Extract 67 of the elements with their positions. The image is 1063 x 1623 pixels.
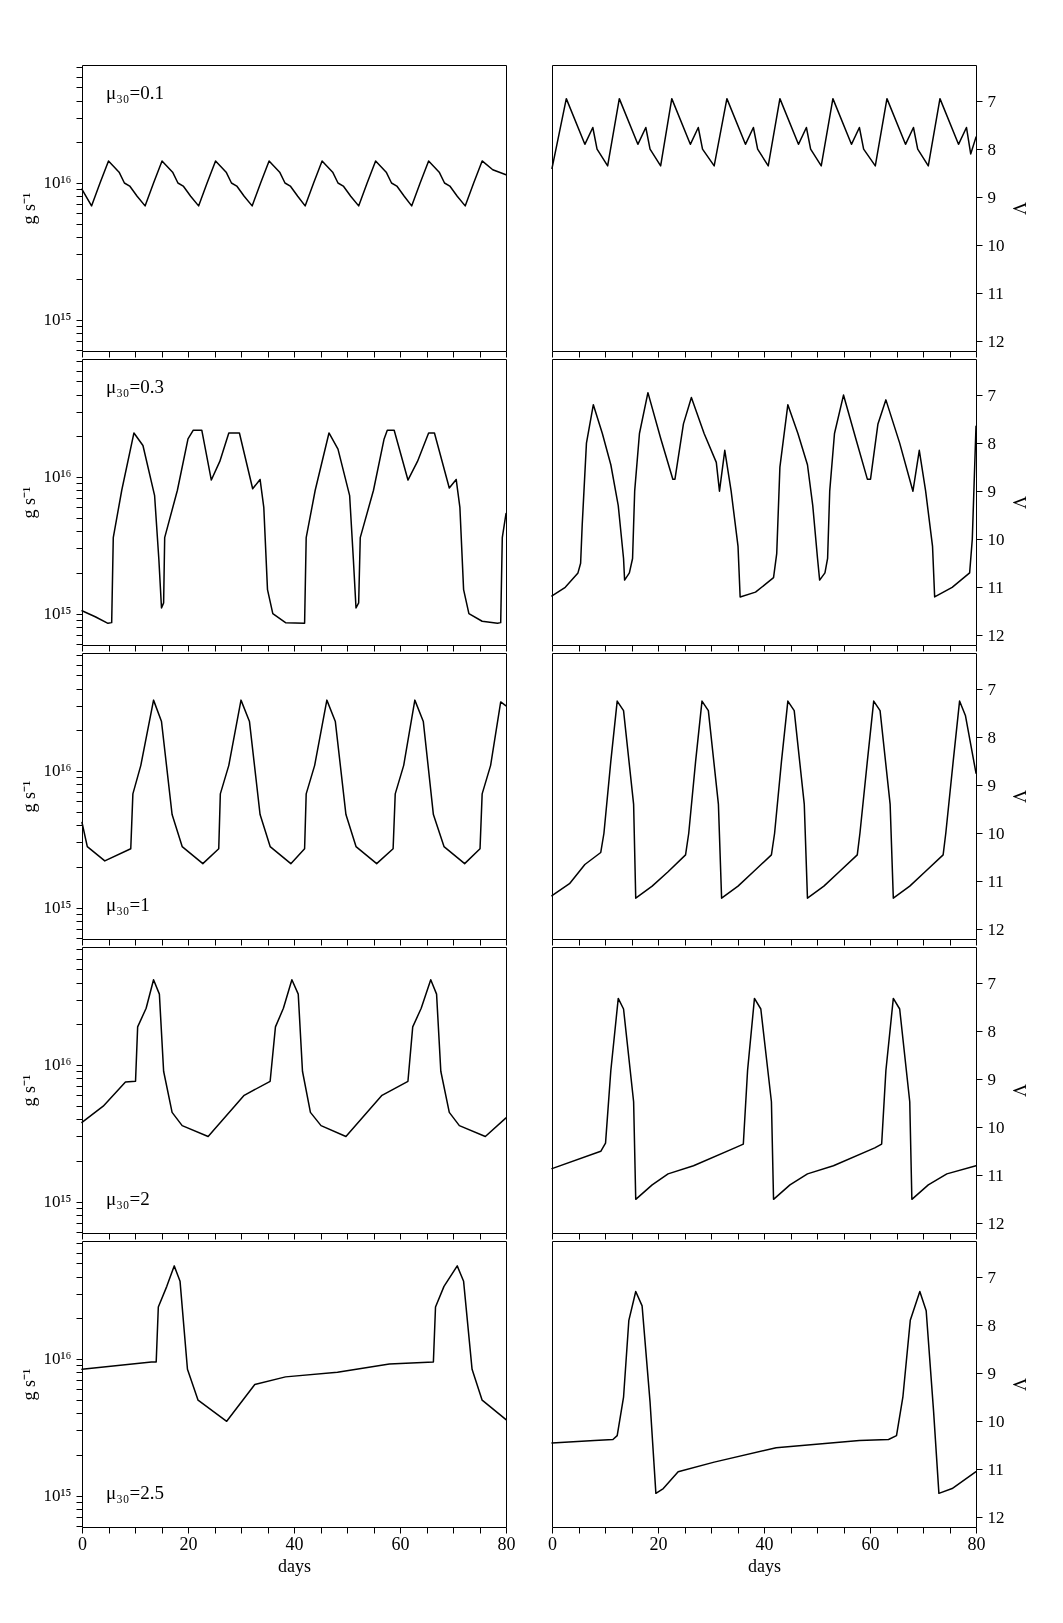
x-tick-label: 40 <box>285 1533 304 1554</box>
y-tick-label: 10¹⁶ <box>43 1349 72 1369</box>
y-tick-label: 10¹⁶ <box>43 467 72 487</box>
y2-tick-label: 11 <box>987 871 1004 891</box>
y-tick-label: 10¹⁶ <box>43 1055 72 1075</box>
y2-axis-title: V <box>1008 1378 1029 1391</box>
y-axis-title: g s⁻¹ <box>19 486 40 519</box>
y2-tick-label: 7 <box>987 91 997 111</box>
y2-axis-title: V <box>1008 202 1029 215</box>
x-axis-title: days <box>748 1555 781 1576</box>
y2-tick-label: 11 <box>987 1459 1004 1479</box>
annotation: μ₃₀=0.1 <box>106 82 164 103</box>
annotation: μ₃₀=0.3 <box>106 376 164 397</box>
y-tick-label: 10¹⁵ <box>43 898 72 918</box>
y-tick-label: 10¹⁶ <box>43 173 72 193</box>
y-axis-title: g s⁻¹ <box>19 1074 40 1107</box>
y-axis-title: g s⁻¹ <box>19 1368 40 1401</box>
y2-tick-label: 12 <box>987 331 1005 351</box>
y2-tick-label: 9 <box>987 1069 996 1089</box>
y2-axis-title: V <box>1008 790 1029 803</box>
x-tick-label: 60 <box>861 1533 880 1554</box>
y2-tick-label: 10 <box>987 1411 1005 1431</box>
y-tick-label: 10¹⁵ <box>43 310 72 330</box>
y2-tick-label: 8 <box>987 433 996 453</box>
y2-tick-label: 11 <box>987 1165 1004 1185</box>
x-tick-label: 20 <box>649 1533 668 1554</box>
y2-tick-label: 7 <box>987 679 997 699</box>
y2-axis-title: V <box>1008 496 1029 509</box>
x-axis-title: days <box>278 1555 311 1576</box>
y-tick-label: 10¹⁵ <box>43 604 72 624</box>
x-tick-label: 0 <box>78 1533 87 1554</box>
y-axis-title: g s⁻¹ <box>19 192 40 225</box>
y-tick-label: 10¹⁵ <box>43 1486 72 1506</box>
y2-tick-label: 8 <box>987 727 996 747</box>
y-tick-label: 10¹⁶ <box>43 761 72 781</box>
y2-tick-label: 8 <box>987 139 996 159</box>
annotation: μ₃₀=1 <box>106 894 150 915</box>
y2-tick-label: 10 <box>987 823 1005 843</box>
y2-tick-label: 12 <box>987 625 1005 645</box>
y2-tick-label: 10 <box>987 1117 1005 1137</box>
y2-tick-label: 10 <box>987 235 1005 255</box>
y2-tick-label: 12 <box>987 1507 1005 1527</box>
y2-tick-label: 11 <box>987 577 1004 597</box>
annotation: μ₃₀=2.5 <box>106 1482 164 1503</box>
x-tick-label: 60 <box>391 1533 410 1554</box>
y-tick-label: 10¹⁵ <box>43 1192 72 1212</box>
y2-tick-label: 10 <box>987 529 1005 549</box>
annotation: μ₃₀=2 <box>106 1188 150 1209</box>
y2-tick-label: 11 <box>987 283 1004 303</box>
y2-tick-label: 9 <box>987 481 996 501</box>
y2-axis-title: V <box>1008 1084 1029 1097</box>
x-tick-label: 40 <box>755 1533 774 1554</box>
y-axis-title: g s⁻¹ <box>19 780 40 813</box>
y2-tick-label: 9 <box>987 187 996 207</box>
y2-tick-label: 7 <box>987 973 997 993</box>
y2-tick-label: 7 <box>987 1267 997 1287</box>
y2-tick-label: 8 <box>987 1021 996 1041</box>
x-tick-label: 20 <box>179 1533 198 1554</box>
y2-tick-label: 9 <box>987 1363 996 1383</box>
y2-tick-label: 12 <box>987 919 1005 939</box>
x-tick-label: 80 <box>497 1533 516 1554</box>
y2-tick-label: 8 <box>987 1315 996 1335</box>
y2-tick-label: 9 <box>987 775 996 795</box>
x-tick-label: 0 <box>548 1533 557 1554</box>
y2-tick-label: 7 <box>987 385 997 405</box>
x-tick-label: 80 <box>967 1533 986 1554</box>
y2-tick-label: 12 <box>987 1213 1005 1233</box>
